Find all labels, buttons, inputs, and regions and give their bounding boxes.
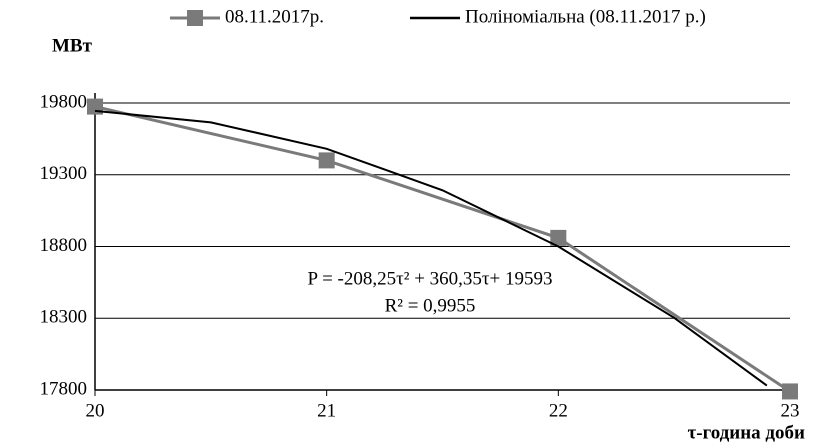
x-axis-label: τ-година доби (687, 422, 805, 443)
legend-label: 08.11.2017р. (225, 6, 324, 27)
legend-marker (187, 10, 203, 26)
marker (318, 152, 335, 169)
x-tick-label: 23 (781, 400, 800, 421)
x-tick-label: 21 (317, 400, 336, 421)
y-tick-label: 17800 (40, 378, 88, 399)
x-tick-label: 20 (86, 400, 105, 421)
y-tick-label: 18800 (40, 235, 88, 256)
r-squared: R² = 0,9955 (385, 295, 476, 316)
x-tick-label: 22 (549, 400, 568, 421)
series-line (94, 105, 791, 393)
series-line (94, 109, 768, 387)
y-tick-label: 19800 (40, 91, 88, 112)
legend-label: Поліноміальна (08.11.2017 р.) (465, 6, 706, 27)
y-tick-label: 19300 (40, 163, 88, 184)
equation: P = -208,25τ² + 360,35τ+ 19593 (307, 268, 552, 289)
y-tick-label: 18300 (40, 307, 88, 328)
y-axis-label: МВт (52, 35, 93, 56)
marker (782, 383, 798, 400)
marker (550, 229, 567, 246)
